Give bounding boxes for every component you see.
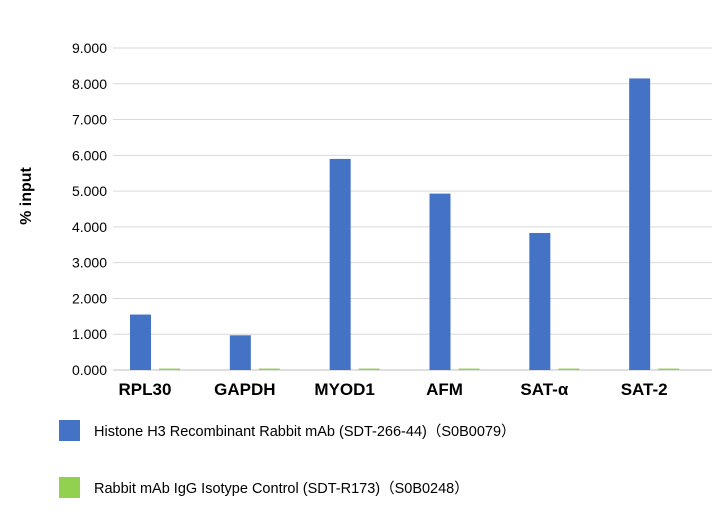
bar-histone-h3 xyxy=(629,78,651,371)
legend-item-histone-h3: Histone H3 Recombinant Rabbit mAb (SDT-2… xyxy=(59,420,516,441)
legend-item-isotype-control: Rabbit mAb IgG Isotype Control (SDT-R173… xyxy=(59,477,469,498)
y-tick-label: 5.000 xyxy=(72,183,107,199)
legend-swatch-blue xyxy=(59,420,80,441)
x-category-label: MYOD1 xyxy=(314,380,374,399)
y-tick-label: 2.000 xyxy=(72,290,107,306)
bar-histone-h3 xyxy=(229,335,251,370)
gridlines xyxy=(113,47,712,371)
legend-label: Histone H3 Recombinant Rabbit mAb (SDT-2… xyxy=(94,424,516,440)
bars xyxy=(130,78,680,371)
bar-histone-h3 xyxy=(130,314,151,370)
bar-isotype-control xyxy=(558,368,580,370)
x-category-label: RPL30 xyxy=(119,380,172,399)
bar-histone-h3 xyxy=(429,193,451,370)
x-category-label: GAPDH xyxy=(214,380,275,399)
x-category-label: SAT-α xyxy=(520,380,568,399)
bar-isotype-control xyxy=(658,368,680,370)
y-tick-label: 3.000 xyxy=(72,255,107,271)
x-category-label: SAT-2 xyxy=(621,380,668,399)
y-axis-ticks: 0.000 1.000 2.000 3.000 4.000 5.000 6.000 7.000… xyxy=(72,40,107,378)
bar-isotype-control xyxy=(358,368,380,370)
x-axis-categories: RPL30 GAPDH MYOD1 AFM SAT-α SAT-2 xyxy=(119,380,668,399)
legend-label: Rabbit mAb IgG Isotype Control (SDT-R173… xyxy=(94,481,469,497)
bar-histone-h3 xyxy=(529,232,551,370)
x-category-label: AFM xyxy=(426,380,463,399)
bar-histone-h3 xyxy=(329,158,351,370)
y-tick-label: 9.000 xyxy=(72,40,107,56)
legend-swatch-green xyxy=(59,477,80,498)
y-tick-label: 8.000 xyxy=(72,76,107,92)
y-tick-label: 0.000 xyxy=(72,362,107,378)
bar-isotype-control xyxy=(258,368,280,370)
y-tick-label: 1.000 xyxy=(72,326,107,342)
y-axis-label: % input xyxy=(18,166,35,224)
y-tick-label: 4.000 xyxy=(72,219,107,235)
bar-isotype-control xyxy=(159,368,180,370)
y-tick-label: 7.000 xyxy=(72,112,107,128)
bar-isotype-control xyxy=(458,368,480,370)
y-tick-label: 6.000 xyxy=(72,147,107,163)
